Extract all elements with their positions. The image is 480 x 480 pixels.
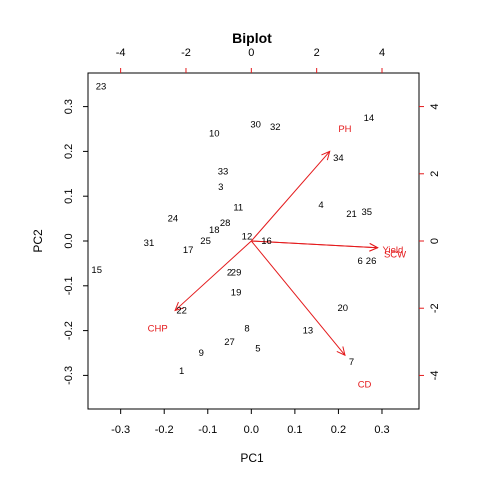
loading-arrow-head — [321, 150, 331, 161]
top-tick-label: -2 — [181, 47, 191, 59]
loading-arrow-head — [369, 242, 379, 252]
x-tick-label: 0.2 — [331, 424, 346, 436]
observation-label: 15 — [91, 265, 102, 276]
y-tick-label: 0.2 — [63, 144, 75, 159]
top-tick-label: 0 — [248, 47, 254, 59]
loading-label: PH — [338, 124, 351, 135]
top-tick-label: 2 — [314, 47, 320, 59]
observation-label: 26 — [366, 256, 377, 267]
observation-label: 25 — [200, 236, 211, 247]
x-tick-label: -0.2 — [155, 424, 174, 436]
loading-arrow-head — [336, 346, 346, 357]
observation-label: 33 — [218, 167, 229, 178]
x-axis-label: PC1 — [240, 451, 264, 465]
x-tick-label: 0.0 — [244, 424, 259, 436]
observation-label: 35 — [361, 207, 372, 218]
observation-label: 1 — [179, 366, 184, 377]
y-tick-label: 0.0 — [63, 233, 75, 248]
observation-label: 3 — [218, 182, 223, 193]
x-tick-label: -0.3 — [111, 424, 130, 436]
observation-label: 12 — [242, 232, 253, 243]
observation-label: 8 — [244, 323, 249, 334]
right-tick-label: 0 — [429, 238, 441, 244]
loading-arrow-shaft — [174, 240, 252, 311]
y-tick-label: 0.1 — [63, 189, 75, 204]
observation-label: 34 — [333, 153, 344, 164]
chart-title: Biplot — [232, 30, 272, 46]
observation-label: 11 — [233, 202, 243, 213]
observation-label: 23 — [96, 81, 107, 92]
right-tick-label: 4 — [429, 104, 441, 110]
x-tick-label: 0.1 — [287, 424, 302, 436]
top-tick-label: -4 — [116, 47, 126, 59]
observation-label: 16 — [261, 236, 272, 247]
observation-label: 18 — [209, 225, 220, 236]
observation-label: 13 — [303, 326, 314, 337]
observation-label: 6 — [358, 256, 363, 267]
top-tick-label: 4 — [379, 47, 385, 59]
loading-arrow-head — [174, 301, 184, 312]
loading-label: Yield — [382, 245, 403, 256]
y-tick-label: -0.1 — [63, 276, 75, 295]
observation-labels: 1234567891011121314151617181920212223242… — [91, 81, 376, 376]
observation-label: 24 — [168, 214, 179, 225]
y-axis-label: PC2 — [31, 229, 45, 253]
observation-label: 21 — [346, 209, 357, 220]
observation-label: 20 — [337, 303, 348, 314]
observation-label: 14 — [364, 113, 375, 124]
right-axis-ticks: 4 2 0 -2 -4 — [419, 104, 441, 381]
right-tick-label: 2 — [429, 171, 441, 177]
y-tick-label: -0.2 — [63, 321, 75, 340]
observation-label: 5 — [255, 344, 260, 355]
observation-label: 30 — [250, 120, 261, 131]
loading-arrow-shaft — [251, 240, 378, 249]
observation-label: 29 — [231, 267, 242, 278]
observation-label: 22 — [176, 305, 187, 316]
right-tick-label: -2 — [429, 303, 441, 313]
loading-arrow-shaft — [250, 240, 346, 356]
y-tick-label: -0.3 — [63, 366, 75, 385]
observation-label: 7 — [349, 357, 354, 368]
top-axis-ticks: -4 -2 0 2 4 — [116, 47, 385, 73]
y-tick-label: 0.3 — [63, 99, 75, 114]
observation-label: 2 — [227, 267, 232, 278]
observation-label: 27 — [224, 337, 235, 348]
loading-label: SCW — [384, 249, 406, 260]
y-axis-ticks: -0.3 -0.2 -0.1 0.0 0.1 0.2 0.3 — [63, 99, 88, 385]
observation-label: 28 — [220, 218, 231, 229]
loading-arrow-shaft — [250, 151, 331, 242]
observation-label: 4 — [318, 200, 323, 211]
observation-label: 9 — [199, 348, 204, 359]
observation-label: 19 — [231, 288, 242, 299]
right-tick-label: -4 — [429, 371, 441, 381]
observation-label: 31 — [144, 238, 155, 249]
x-tick-label: 0.3 — [374, 424, 389, 436]
loading-arrows — [174, 150, 379, 357]
observation-label: 32 — [270, 122, 281, 133]
loading-label: CD — [358, 379, 372, 390]
loading-label: CHP — [148, 323, 168, 334]
x-axis-ticks: -0.3 -0.2 -0.1 0.0 0.1 0.2 0.3 — [111, 409, 390, 436]
observation-label: 17 — [183, 245, 194, 256]
x-tick-label: -0.1 — [198, 424, 217, 436]
observation-label: 10 — [209, 128, 220, 139]
